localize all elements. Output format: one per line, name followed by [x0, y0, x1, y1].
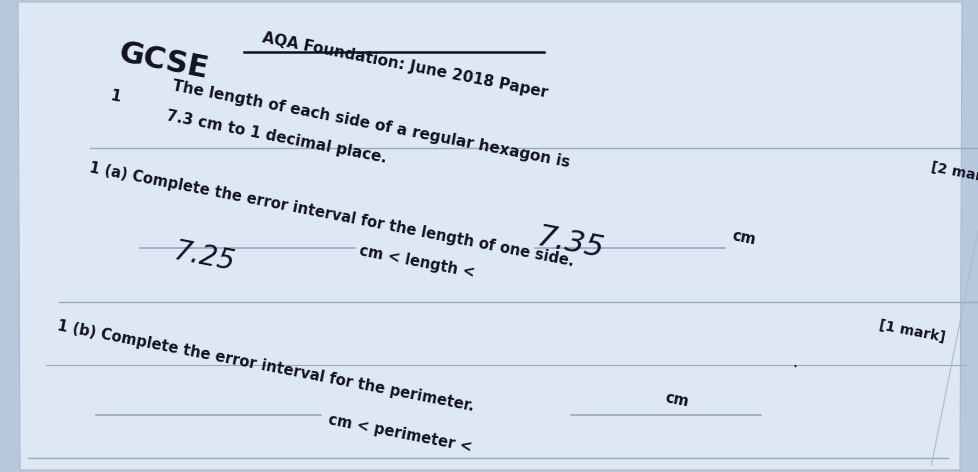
Text: AQA Foundation: June 2018 Paper: AQA Foundation: June 2018 Paper — [260, 30, 548, 100]
Text: 1 (a) Complete the error interval for the length of one side.: 1 (a) Complete the error interval for th… — [87, 160, 574, 269]
Text: The length of each side of a regular hexagon is: The length of each side of a regular hex… — [171, 78, 570, 170]
Text: 1: 1 — [109, 88, 122, 105]
Text: cm: cm — [663, 390, 689, 409]
Polygon shape — [18, 2, 961, 470]
Text: cm < length <: cm < length < — [358, 243, 475, 280]
Text: .: . — [790, 352, 800, 372]
Text: 7.35: 7.35 — [534, 222, 606, 263]
Text: [1 mark]: [1 mark] — [877, 318, 946, 345]
Text: cm: cm — [731, 228, 756, 247]
Text: 7.3 cm to 1 decimal place.: 7.3 cm to 1 decimal place. — [164, 108, 387, 166]
Text: cm < perimeter <: cm < perimeter < — [327, 412, 473, 455]
Text: 1 (b) Complete the error interval for the perimeter.: 1 (b) Complete the error interval for th… — [56, 318, 475, 413]
Text: 7.25: 7.25 — [171, 237, 238, 276]
Text: GCSE: GCSE — [116, 38, 210, 84]
Text: [2 marks]: [2 marks] — [929, 160, 978, 188]
